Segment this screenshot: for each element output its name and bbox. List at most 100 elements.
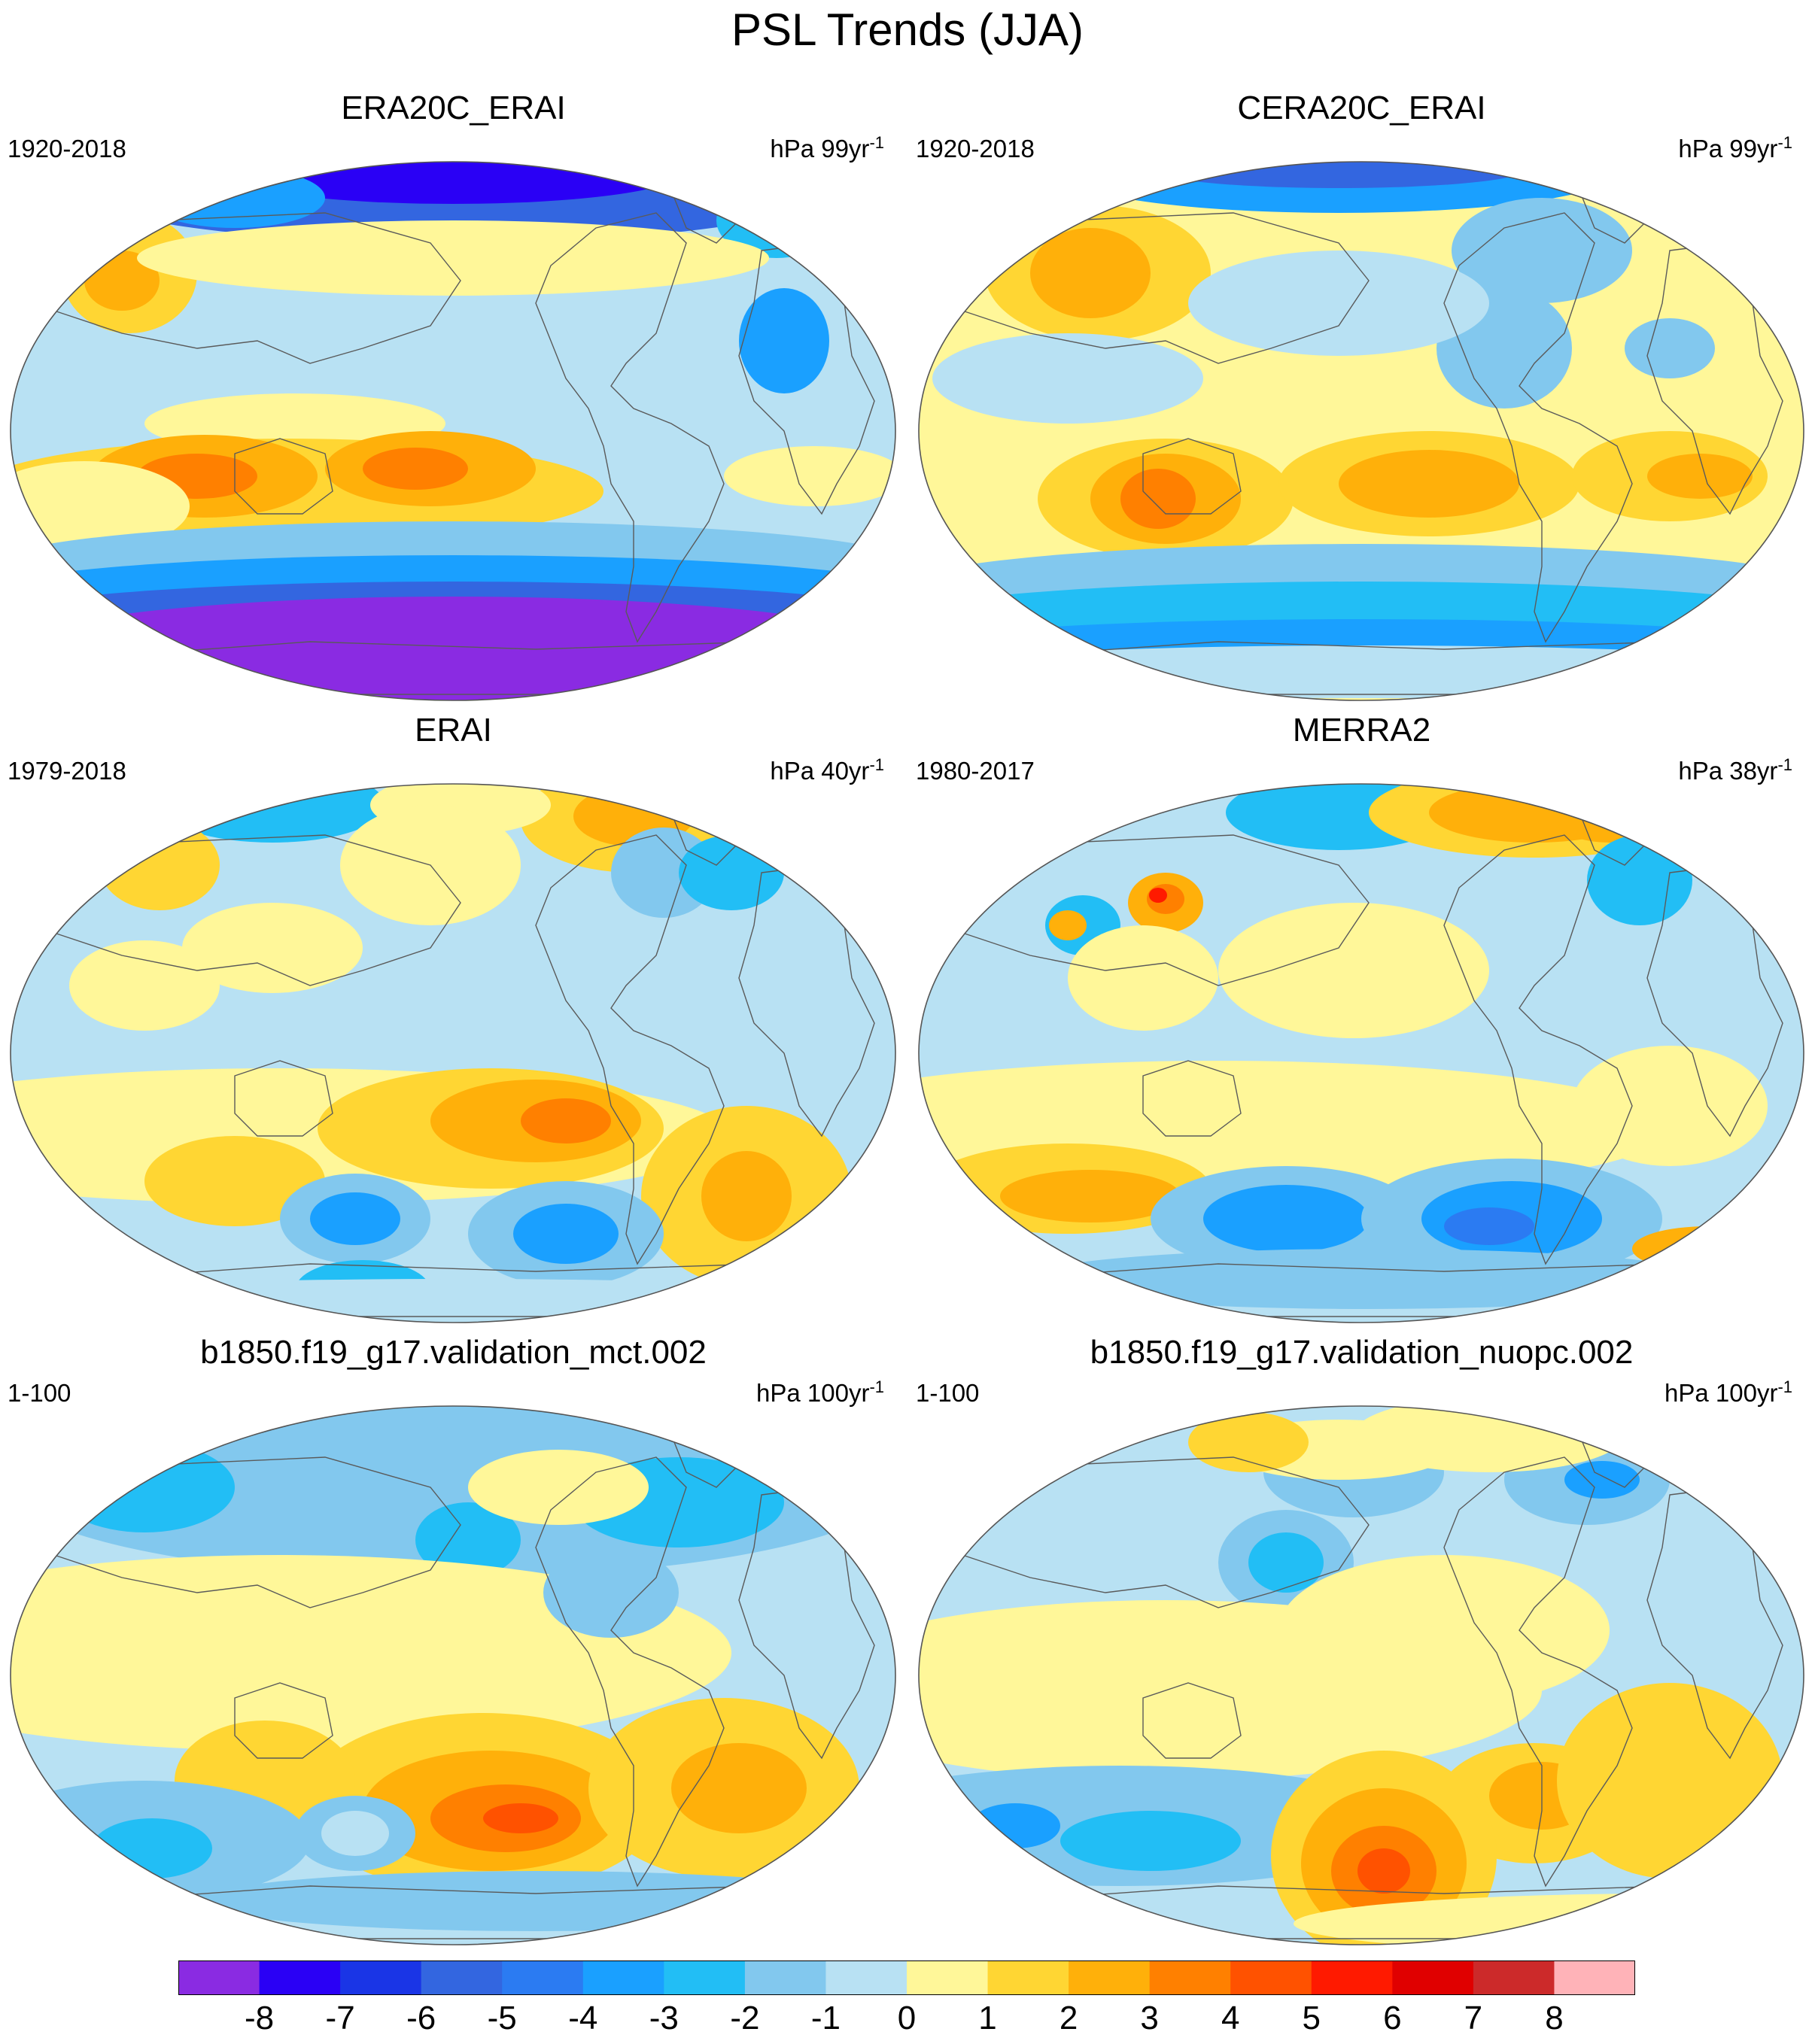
- colorbar-tick-label: -6: [406, 2000, 436, 2036]
- colorbar-swatch: [1311, 1960, 1393, 1995]
- contour-region: [1357, 1848, 1410, 1894]
- map-border: [10, 161, 896, 701]
- contour-region: [513, 1204, 619, 1264]
- colorbar-swatch: [340, 1960, 422, 1995]
- map-border: [10, 1405, 896, 1945]
- coastline: [31, 212, 461, 364]
- coastline: [1443, 1456, 1633, 1888]
- colorbar-tick-label: 6: [1383, 2000, 1402, 2036]
- contour-region: [415, 1502, 521, 1578]
- colorbar-tick-label: 2: [1059, 2000, 1078, 2036]
- colorbar-swatch: [1392, 1960, 1474, 1995]
- unit-label: hPa 38yr-1: [1678, 755, 1792, 785]
- colorbar-labels: -8 -7 -6 -5 -4 -3 -2 -1 0 1 2 3 4 5 6 7 8: [0, 1997, 1815, 2042]
- coastline: [1142, 1060, 1242, 1137]
- period-label: 1-100: [8, 1379, 71, 1407]
- colorbar-swatch: [744, 1960, 826, 1995]
- contour-region: [1188, 1412, 1309, 1472]
- world-map: [10, 1405, 896, 1945]
- colorbar-tick-label: 0: [897, 2000, 917, 2036]
- coastline: [234, 1060, 333, 1137]
- unit-label: hPa 99yr-1: [770, 133, 884, 162]
- contour-region: [54, 1442, 235, 1532]
- contour-region: [1023, 1249, 1715, 1309]
- panel-erai: ERAI 1979-2018 hPa 40yr-1: [0, 711, 907, 1328]
- contour-region: [1557, 797, 1662, 843]
- contour-region: [543, 1547, 679, 1638]
- contour-region: [1120, 469, 1196, 529]
- contour-region: [1452, 198, 1632, 303]
- panel-era20c-erai: ERA20C_ERAI 1920-2018 hPa 99yr-1: [0, 89, 907, 706]
- panel-validation-nuopc: b1850.f19_g17.validation_nuopc.002 1-100…: [908, 1333, 1815, 1950]
- colorbar-swatch: [178, 1960, 260, 1995]
- world-map: [918, 783, 1804, 1323]
- colorbar-tick-label: 8: [1545, 2000, 1564, 2036]
- colorbar-tick-label: -4: [568, 2000, 598, 2036]
- coastline: [31, 834, 461, 986]
- coastline: [939, 1456, 1370, 1608]
- contour-region: [1625, 318, 1715, 378]
- contour-region: [321, 1811, 389, 1856]
- contour-region: [919, 645, 1804, 698]
- colorbar-swatch: [825, 1960, 908, 1995]
- colorbar-swatch: [664, 1960, 746, 1995]
- contour-region: [11, 1279, 895, 1323]
- contour-region: [99, 820, 220, 910]
- coastline: [535, 834, 725, 1265]
- map-border: [918, 1405, 1804, 1945]
- coastline: [939, 212, 1370, 364]
- contour-region: [1030, 228, 1151, 318]
- contour-region: [521, 1098, 611, 1143]
- colorbar-swatch: [1473, 1960, 1555, 1995]
- coastline: [535, 1456, 725, 1888]
- colorbar-swatch: [1069, 1960, 1151, 1995]
- contour-region: [483, 1803, 558, 1833]
- colorbar-swatch: [907, 1960, 989, 1995]
- contour-region: [724, 446, 895, 506]
- unit-label: hPa 40yr-1: [770, 755, 884, 785]
- contour-region: [1632, 1226, 1783, 1271]
- world-map: [918, 161, 1804, 701]
- colorbar-swatch: [1230, 1960, 1312, 1995]
- figure-title: PSL Trends (JJA): [731, 5, 1084, 55]
- map-border: [10, 783, 896, 1323]
- contour-region: [1188, 251, 1489, 356]
- contour-region: [1647, 454, 1753, 499]
- panel-title: MERRA2: [1292, 712, 1431, 749]
- contour-region: [92, 1818, 212, 1878]
- contour-region: [739, 288, 829, 393]
- contour-region: [970, 1803, 1060, 1848]
- contour-region: [701, 1151, 792, 1241]
- coastline: [234, 1682, 333, 1759]
- contour-region: [679, 835, 784, 910]
- colorbar-swatch: [1554, 1960, 1635, 1995]
- colorbar: [178, 1960, 1635, 1995]
- panel-title: CERA20C_ERAI: [1237, 90, 1486, 126]
- panel-merra2: MERRA2 1980-2017 hPa 38yr-1: [908, 711, 1815, 1328]
- colorbar-swatch: [1149, 1960, 1231, 1995]
- contour-region: [310, 1192, 400, 1245]
- contour-region: [1339, 450, 1519, 518]
- contour-region: [1149, 888, 1167, 903]
- contour-region: [1248, 1532, 1324, 1593]
- world-map: [10, 161, 896, 701]
- panel-title: ERA20C_ERAI: [341, 90, 566, 126]
- colorbar-tick-label: -7: [325, 2000, 355, 2036]
- period-label: 1920-2018: [916, 135, 1035, 162]
- colorbar-tick-label: 3: [1140, 2000, 1159, 2036]
- contour-region: [325, 1412, 445, 1472]
- contour-region: [363, 448, 468, 490]
- coastline: [1443, 212, 1633, 643]
- colorbar-tick-label: -1: [810, 2000, 841, 2036]
- contour-region: [932, 333, 1203, 424]
- coastline: [31, 1456, 461, 1608]
- contour-region: [197, 1871, 874, 1931]
- unit-label: hPa 99yr-1: [1678, 133, 1792, 162]
- contour-region: [1218, 903, 1489, 1038]
- contour-region: [1068, 925, 1218, 1031]
- colorbar-swatch: [987, 1960, 1069, 1995]
- map-border: [918, 783, 1804, 1323]
- contour-region: [468, 1450, 649, 1525]
- world-map: [10, 783, 896, 1323]
- contour-region: [1060, 1811, 1241, 1871]
